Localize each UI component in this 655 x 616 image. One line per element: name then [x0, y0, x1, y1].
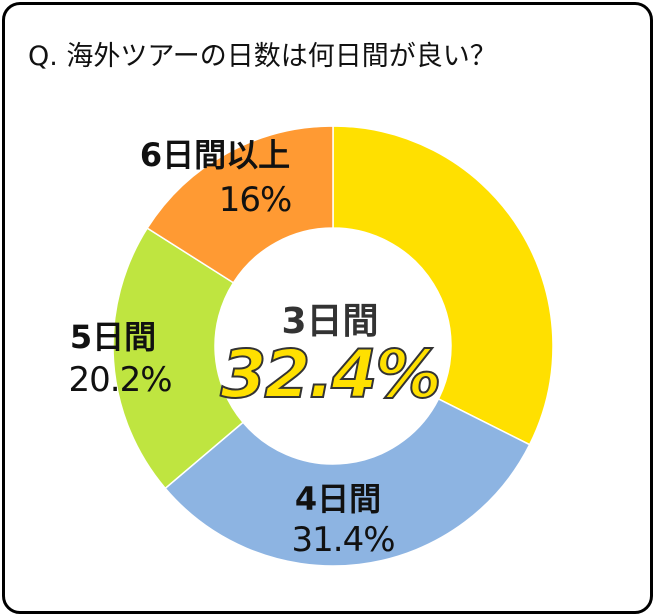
label-3days-name: 3日間: [281, 301, 379, 342]
label-6days-pct: 16%: [218, 180, 293, 220]
donut-slice-1: [332, 125, 554, 446]
donut-slice-2: [164, 397, 531, 567]
label-5days-name: 5日間: [69, 318, 157, 356]
donut-slice-4: [146, 125, 334, 284]
label-6days-name: 6日間以上: [139, 136, 291, 174]
label-5days: 5日間: [70, 312, 156, 358]
label-4days-pct: 31.4%: [291, 520, 395, 560]
chart-title: Q. 海外ツアーの日数は何日間が良い？: [28, 41, 497, 72]
label-4days: 4日間: [295, 474, 381, 520]
label-4days-name: 4日間: [294, 480, 382, 518]
label-3days-pct: 32.4%: [220, 335, 443, 414]
label-5days-pct: 20.2%: [68, 360, 172, 400]
label-6days: 6日間以上: [140, 130, 290, 176]
donut-slice-3: [112, 227, 245, 490]
